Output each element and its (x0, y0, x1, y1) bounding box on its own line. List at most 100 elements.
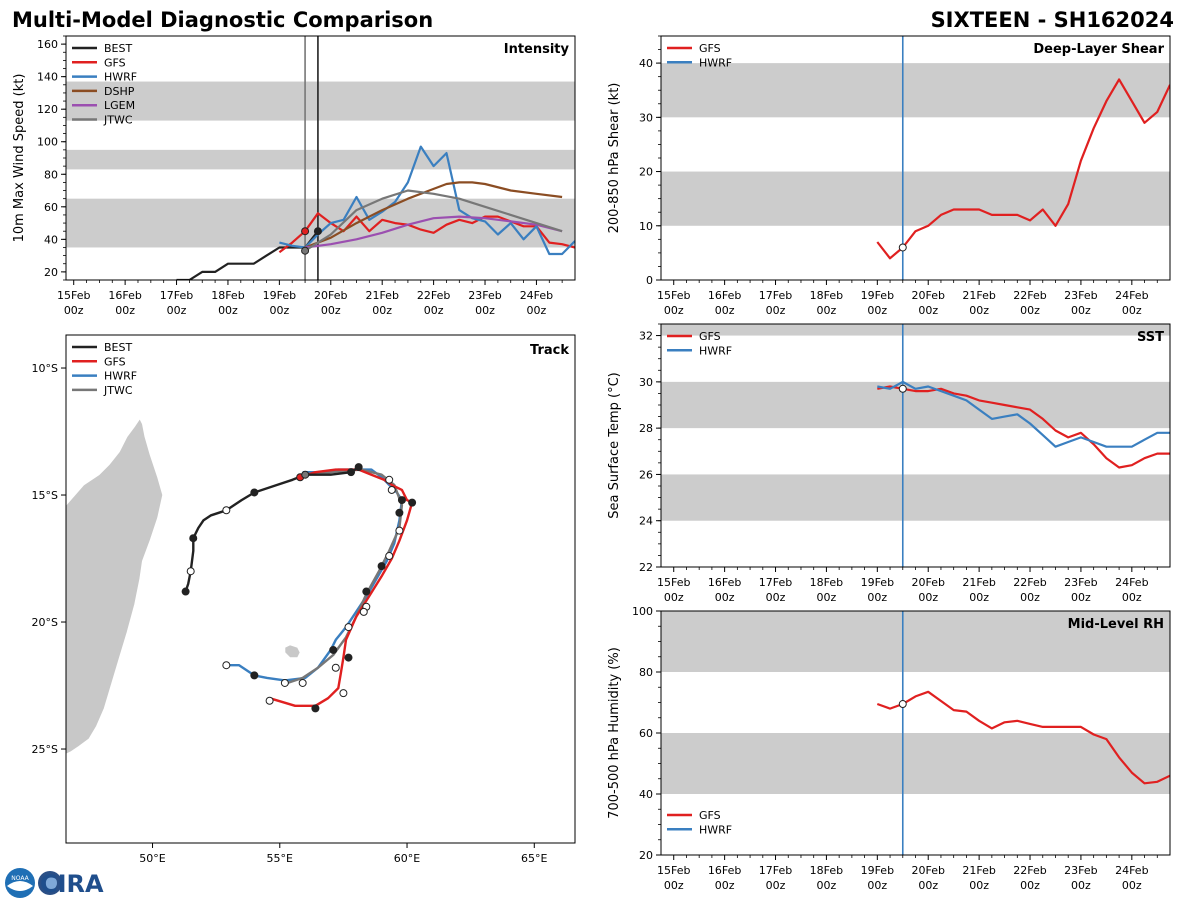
x-tick-label-hour: 00z (1020, 304, 1040, 317)
panel-rh: 15Feb 00z 16Feb 00z 17Feb 00z 18Feb 00z 19Feb 00z… (607, 605, 1171, 892)
legend-label-hwrf: HWRF (104, 370, 137, 383)
x-tick-label-date: 24Feb (520, 289, 553, 302)
x-tick-label-hour: 00z (115, 304, 135, 317)
x-tick-label-hour: 00z (664, 591, 684, 604)
track-position-marker (397, 496, 406, 505)
track-position-marker (222, 506, 231, 515)
panel-track: 50°E 55°E 60°E 65°E 10°S 15°S 20°S 25°S Track BES… (32, 334, 576, 865)
x-tick-label-date: 23Feb (1064, 289, 1097, 302)
x-tick-label-date: 20Feb (911, 576, 944, 589)
legend-label-hwrf: HWRF (699, 823, 732, 836)
series-marker-hwrf (898, 243, 907, 252)
legend-label-gfs: GFS (699, 330, 721, 343)
shaded-band-1 (66, 149, 575, 170)
series-marker-gfs (301, 227, 310, 236)
track-position-marker (395, 526, 404, 535)
x-tick-label-date: 16Feb (708, 864, 741, 877)
track-position-marker (395, 508, 404, 517)
x-tick-label-date: 19Feb (861, 289, 894, 302)
x-tick-label-date: 20Feb (911, 864, 944, 877)
x-tick-label-hour: 00z (715, 304, 735, 317)
track-position-marker (298, 678, 307, 687)
track-position-marker (329, 645, 338, 654)
track-line-gfs (269, 468, 414, 707)
x-tick-label-date: 23Feb (1064, 864, 1097, 877)
x-tick-label-date: 15Feb (657, 289, 690, 302)
series-line-hwrf (279, 145, 575, 256)
x-tick-label-hour: 00z (918, 591, 938, 604)
panel-title: Intensity (504, 42, 570, 57)
y-tick-label: 30 (639, 111, 653, 124)
x-tick-label-date: 18Feb (810, 289, 843, 302)
land-reunion (284, 644, 301, 658)
y-tick-label: 26 (639, 468, 653, 481)
y-tick-label: 10 (639, 220, 653, 233)
shaded-band-0 (661, 171, 1170, 226)
x-tick-label-hour: 00z (424, 304, 444, 317)
noaa-seal-text: NOAA (11, 875, 29, 882)
cira-logo-text: CIRA (40, 870, 104, 898)
x-tick-label-hour: 00z (817, 591, 837, 604)
track-position-marker (189, 534, 198, 543)
track-position-marker (311, 704, 320, 713)
x-tick-label-date: 24Feb (1115, 289, 1148, 302)
x-tick-label-hour: 00z (527, 304, 547, 317)
x-tick-label-date: 22Feb (1013, 576, 1046, 589)
series-line-hwrf (877, 380, 1170, 448)
legend-label-jtwc: JTWC (103, 114, 133, 127)
panel-sst: 15Feb 00z 16Feb 00z 17Feb 00z 18Feb 00z 19Feb 00z… (607, 323, 1171, 604)
track-position-marker (339, 689, 348, 698)
plot-frame (660, 35, 1171, 281)
x-tick-label-date: 21Feb (962, 576, 995, 589)
track-line-jtwc (287, 468, 404, 685)
y-tick-label: 32 (639, 330, 653, 343)
x-tick-label-hour: 00z (867, 304, 887, 317)
y-tick-label-lat: 15°S (32, 489, 58, 502)
series-marker-hwrf (898, 384, 907, 393)
x-tick-label-date: 17Feb (759, 864, 792, 877)
x-tick-label-hour: 00z (664, 879, 684, 892)
panel-title: Deep-Layer Shear (1033, 42, 1164, 57)
track-position-marker (331, 663, 340, 672)
storm-id: SIXTEEN - SH162024 (931, 8, 1174, 32)
x-tick-label-date: 15Feb (57, 289, 90, 302)
y-tick-label: 40 (44, 233, 58, 246)
x-tick-label-hour: 00z (918, 879, 938, 892)
x-tick-label-date: 19Feb (263, 289, 296, 302)
track-position-marker (347, 468, 356, 477)
y-tick-label: 28 (639, 422, 653, 435)
globe-icon (38, 871, 62, 895)
shaded-band-0 (661, 733, 1170, 794)
x-tick-label-date: 20Feb (911, 289, 944, 302)
track-position-marker (387, 485, 396, 494)
y-tick-label: 60 (44, 201, 58, 214)
y-tick-label: 20 (639, 849, 653, 862)
panel-title: Mid-Level RH (1068, 617, 1164, 632)
x-tick-label-hour: 00z (167, 304, 187, 317)
track-position-marker (181, 587, 190, 596)
track-position-marker (385, 551, 394, 560)
x-tick-label-date: 21Feb (962, 864, 995, 877)
x-tick-label-hour: 00z (64, 304, 84, 317)
series-marker-hwrf (898, 700, 907, 709)
x-tick-label-hour: 00z (715, 879, 735, 892)
y-tick-label: 140 (37, 71, 58, 84)
y-tick-label: 120 (37, 103, 58, 116)
x-tick-label-hour: 00z (475, 304, 495, 317)
track-position-marker (377, 562, 386, 571)
x-tick-label-date: 18Feb (810, 576, 843, 589)
x-tick-label-hour: 00z (918, 304, 938, 317)
y-tick-label: 40 (639, 788, 653, 801)
x-tick-label-hour: 00z (867, 591, 887, 604)
track-position-marker (250, 488, 259, 497)
y-tick-label-lat: 10°S (32, 362, 58, 375)
land-madagascar (66, 418, 164, 755)
panel-shear: 15Feb 00z 16Feb 00z 17Feb 00z 18Feb 00z 19Feb 00z… (607, 35, 1171, 317)
legend-label-gfs: GFS (104, 355, 126, 368)
plot-frame (65, 334, 576, 844)
shaded-band-1 (661, 63, 1170, 118)
x-tick-label-hour: 00z (1071, 591, 1091, 604)
x-tick-label-lon: 50°E (139, 852, 165, 865)
x-tick-label-hour: 00z (817, 304, 837, 317)
x-tick-label-date: 19Feb (861, 576, 894, 589)
